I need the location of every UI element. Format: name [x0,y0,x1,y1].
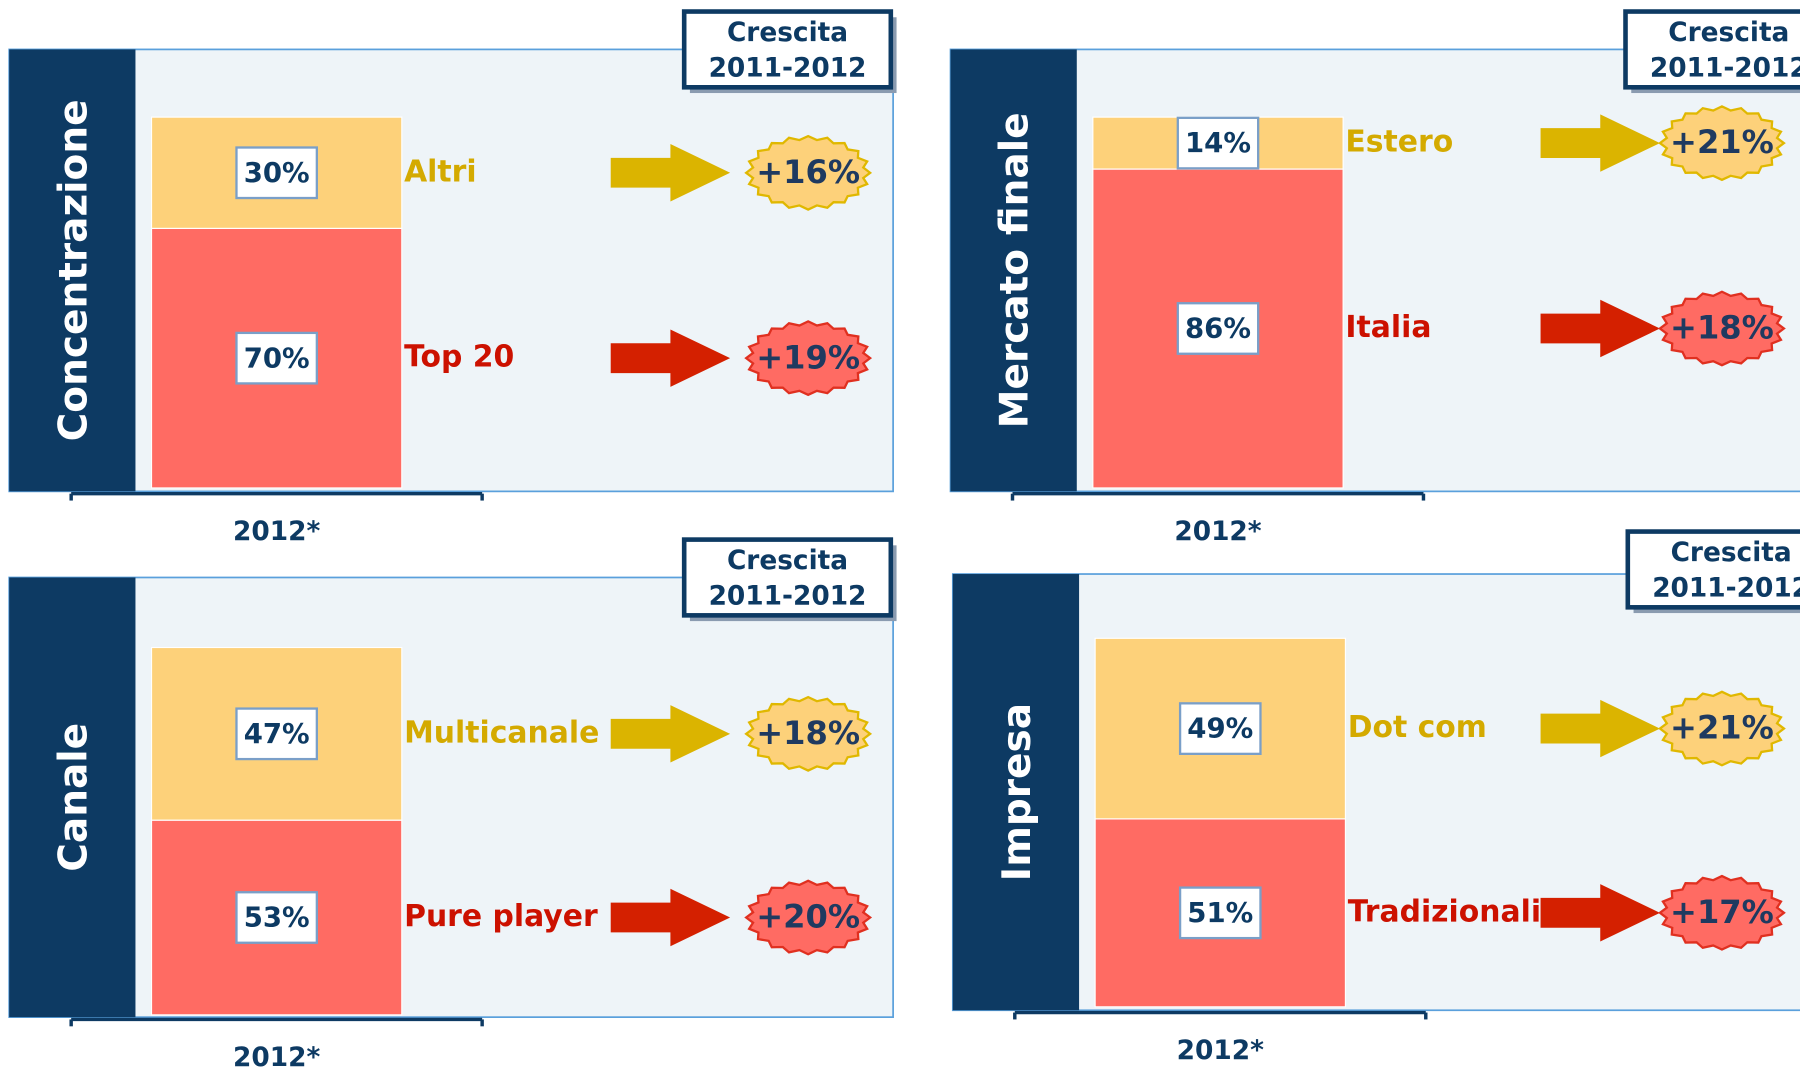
header-text: Crescita [727,545,848,576]
side-band [950,49,1077,492]
growth-badge [1658,290,1786,367]
value-label: 70% [244,342,310,374]
growth-badge [1658,105,1786,182]
header-text: 2011-2012 [1650,52,1800,83]
growth-arrow [1540,699,1660,758]
growth-arrow [610,888,731,947]
growth-arrow [1540,884,1660,942]
panel-title: Impresa [995,703,1040,881]
value-label-box [235,891,318,944]
growth-label: +17% [1670,893,1774,931]
chart-panel: Mercato finale Crescita 2011-2012 2012* 86% I… [949,9,1800,547]
growth-label: +20% [756,898,860,936]
header-text: 2011-2012 [709,52,867,83]
value-label: 53% [244,902,310,934]
growth-arrow [610,329,731,387]
growth-arrow [1540,299,1660,358]
growth-badge [744,134,873,211]
side-band [9,577,136,1018]
header-text: Crescita [727,17,848,48]
value-label: 30% [244,157,310,189]
value-label-box [1176,116,1260,170]
panel-title: Canale [51,723,96,872]
side-band [952,574,1080,1011]
chart-panel: Canale Crescita 2011-2012 2012* 53% Pure play… [8,537,897,1070]
x-tick-label: 2012* [233,516,320,547]
header-text: Crescita [1668,17,1789,48]
series-label: Multicanale [404,715,599,750]
series-label: Dot com [1348,710,1487,745]
value-label-box [235,707,318,761]
value-label-box [235,146,318,200]
value-label: 86% [1185,313,1251,345]
growth-arrow [1540,114,1660,172]
chart-panel: Impresa Crescita 2011-2012 2012* 51% Tradizio… [951,529,1800,1066]
value-label-box [235,331,318,385]
header-box [681,9,894,90]
growth-label: +21% [1670,709,1774,747]
series-label: Italia [1345,310,1431,345]
x-tick-label: 2012* [1177,1035,1264,1066]
value-label: 49% [1187,713,1253,745]
series-label: Pure player [404,899,598,934]
bar-segment [150,116,403,229]
growth-label: +21% [1670,123,1774,161]
value-label: 51% [1187,897,1253,929]
growth-badge [744,695,873,772]
header-box [1623,9,1800,90]
series-label: Tradizionali [1348,894,1541,929]
growth-label: +19% [756,338,860,376]
growth-label: +18% [1670,309,1774,347]
panel-background [8,576,894,1019]
series-label: Altri [404,154,477,189]
header-text: 2011-2012 [709,580,867,611]
growth-badge [1658,690,1786,767]
growth-arrow [610,705,731,763]
value-label-box [1176,302,1260,355]
header-text: Crescita [1671,537,1792,568]
value-label-box [1178,886,1262,940]
value-label-box [1178,702,1262,756]
series-label: Estero [1345,125,1453,160]
panel-background [951,573,1800,1012]
x-tick-label: 2012* [233,1042,320,1070]
value-label: 14% [1185,127,1251,159]
value-label: 47% [244,718,310,750]
panel-title: Mercato finale [993,112,1038,428]
growth-badge [744,320,873,397]
growth-label: +18% [756,714,860,752]
series-label: Top 20 [404,340,514,375]
growth-arrow [610,144,731,202]
chart-panel: Concentrazione Crescita 2011-2012 2012* 70% T… [8,9,897,547]
header-box [681,537,894,618]
growth-badge [1658,874,1786,951]
growth-label: +16% [756,153,860,191]
side-band [9,49,136,492]
panel-title: Concentrazione [51,99,96,441]
growth-badge [744,879,873,956]
x-tick-label: 2012* [1174,516,1261,547]
header-box [1625,529,1800,610]
panel-background [949,48,1800,493]
panel-background [8,48,894,493]
header-text: 2011-2012 [1652,572,1800,603]
